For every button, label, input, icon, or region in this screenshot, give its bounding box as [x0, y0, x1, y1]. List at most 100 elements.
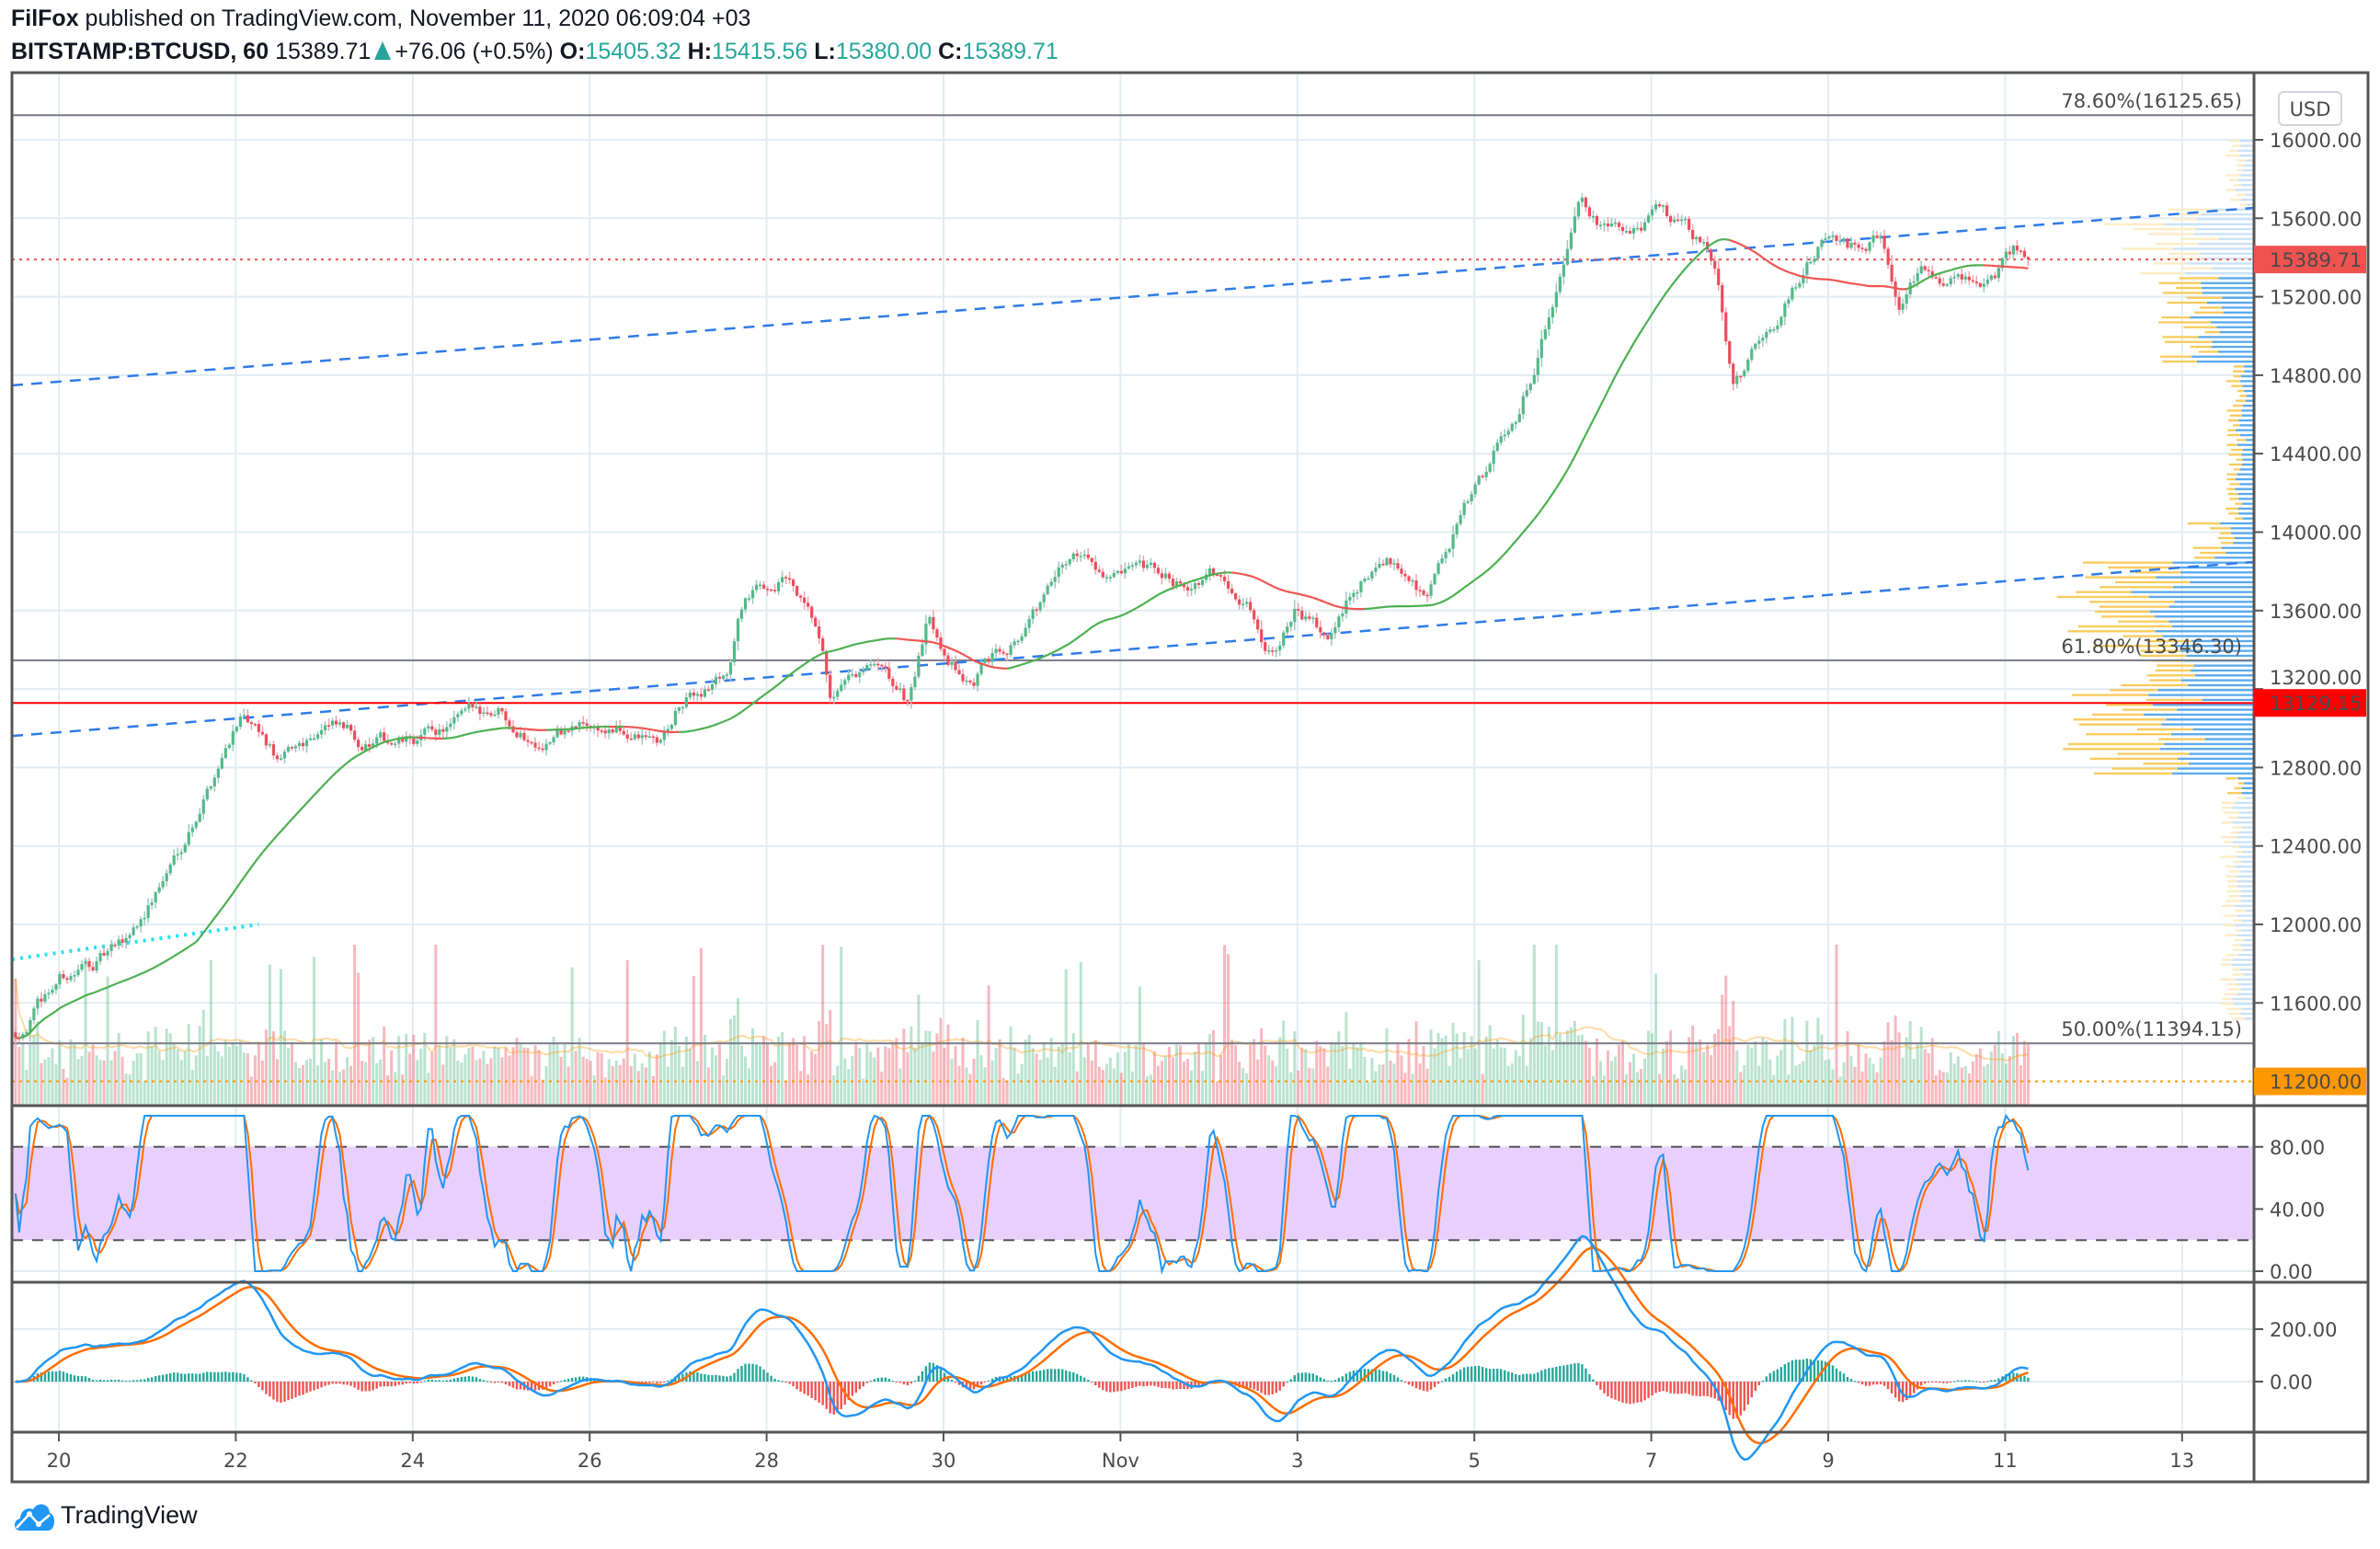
candle-body — [1787, 299, 1791, 304]
moving-average-segment — [766, 689, 772, 694]
author-name[interactable]: FilFox — [11, 6, 79, 31]
candle-body — [743, 598, 748, 610]
profile-bar-sell — [2231, 845, 2240, 849]
candle-body — [1433, 573, 1436, 585]
moving-average-segment — [818, 652, 824, 657]
tradingview-logo[interactable]: TradingView — [13, 1499, 198, 1531]
volume-bar — [427, 1073, 430, 1106]
volume-bar — [1031, 1048, 1035, 1106]
profile-bar-buy — [2190, 580, 2254, 584]
profile-bar-buy — [2238, 512, 2254, 515]
moving-average-segment — [870, 639, 875, 643]
profile-bar-sell — [2167, 301, 2207, 304]
volume-bar — [740, 1045, 744, 1106]
macd-histogram-bar — [1001, 1376, 1005, 1382]
profile-bar-buy — [2239, 140, 2254, 143]
volume-bar — [1658, 1073, 1662, 1106]
candle-body — [1035, 609, 1038, 612]
moving-average-segment — [1173, 585, 1177, 590]
macd-histogram-bar — [188, 1373, 190, 1382]
volume-bar — [1293, 1031, 1297, 1106]
volume-bar — [1732, 1001, 1735, 1106]
profile-bar-buy — [2148, 595, 2254, 599]
volume-bar — [891, 1044, 895, 1106]
macd-histogram-bar — [570, 1377, 574, 1382]
macd-histogram-bar — [707, 1374, 710, 1382]
macd-histogram-bar — [463, 1376, 467, 1382]
profile-bar-sell — [2146, 639, 2191, 643]
profile-bar-buy — [2237, 836, 2254, 839]
volume-bar — [1820, 1034, 1824, 1106]
volume-bar — [570, 967, 574, 1106]
moving-average-segment — [1047, 652, 1052, 656]
candle-body — [1517, 414, 1521, 422]
candle-body — [898, 688, 902, 690]
moving-average-segment — [1054, 648, 1059, 653]
moving-average-segment — [1489, 564, 1494, 569]
profile-bar-sell — [2231, 944, 2241, 947]
candle-body — [1381, 563, 1385, 566]
macd-histogram-bar — [419, 1382, 422, 1383]
moving-average-segment — [947, 647, 953, 650]
volume-bar — [1253, 1038, 1256, 1106]
macd-histogram-bar — [652, 1382, 655, 1383]
moving-average-segment — [1688, 259, 1694, 266]
macd-histogram-bar — [795, 1382, 798, 1390]
stoch-k-line — [14, 1113, 2030, 1275]
volume-bar — [1134, 1045, 1138, 1106]
moving-average-segment — [1935, 272, 1940, 276]
moving-average-segment — [1242, 573, 1247, 577]
candle-body — [566, 730, 570, 732]
volume-bar — [636, 1071, 640, 1106]
candle-body — [987, 658, 990, 662]
volume-bar — [84, 958, 87, 1106]
candle-body — [271, 744, 276, 756]
volume-bar — [943, 1047, 946, 1106]
profile-bar-buy — [2204, 738, 2254, 740]
moving-average-segment — [1106, 617, 1111, 621]
moving-average-segment — [1861, 283, 1867, 287]
profile-bar-buy — [2239, 433, 2254, 437]
candle-body — [1079, 556, 1082, 557]
candle-body — [854, 673, 858, 678]
macd-histogram-bar — [1359, 1369, 1363, 1382]
moving-average-segment — [453, 735, 459, 739]
macd-histogram-bar — [1953, 1381, 1956, 1383]
moving-average-segment — [929, 640, 934, 644]
candle-body — [1985, 279, 1989, 284]
macd-histogram-bar — [898, 1382, 902, 1383]
volume-bar — [1462, 1032, 1466, 1106]
volume-bar — [1005, 1080, 1009, 1106]
stoch-tick-label: 0.00 — [2270, 1261, 2313, 1283]
volume-bar — [692, 976, 695, 1106]
moving-average-segment — [1290, 591, 1295, 594]
candle-body — [1945, 284, 1949, 286]
macd-histogram-bar — [224, 1371, 227, 1382]
profile-bar-sell — [2239, 395, 2247, 397]
volume-bar — [1183, 1061, 1186, 1106]
candle-body — [913, 676, 917, 688]
moving-average-segment — [250, 861, 257, 868]
volume-bar — [1492, 1048, 1495, 1106]
candle-body — [1473, 484, 1477, 495]
macd-histogram-bar — [1636, 1382, 1639, 1403]
volume-bar — [755, 1043, 759, 1106]
candle-body — [290, 747, 294, 749]
candle-body — [640, 735, 644, 739]
macd-histogram-bar — [497, 1382, 500, 1383]
candle-body — [194, 821, 198, 828]
moving-average-segment — [1135, 604, 1140, 610]
profile-bar-buy — [2242, 502, 2254, 505]
macd-histogram-bar — [887, 1379, 891, 1382]
candle-body — [412, 738, 416, 744]
candle-body — [961, 673, 965, 682]
macd-histogram-bar — [1102, 1382, 1104, 1391]
macd-histogram-bar — [62, 1371, 65, 1382]
volume-bar — [2019, 1065, 2022, 1106]
volume-bar — [383, 1026, 386, 1106]
macd-histogram-bar — [305, 1382, 308, 1394]
currency-box[interactable]: USD — [2278, 91, 2342, 126]
candle-body — [257, 724, 261, 732]
volume-bar — [759, 1044, 762, 1106]
